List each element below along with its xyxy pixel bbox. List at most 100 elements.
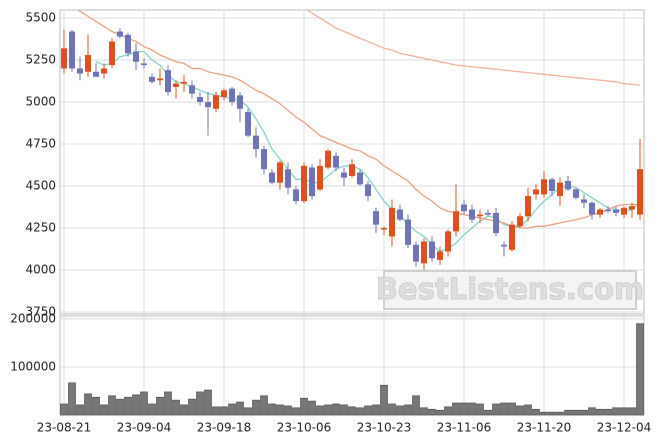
volume-bar — [268, 403, 276, 416]
y-tick-label: 4250 — [25, 221, 56, 235]
candle-body — [101, 68, 107, 74]
volume-bar — [420, 407, 428, 416]
x-tick-label: 23-11-06 — [437, 421, 491, 435]
candle-body — [581, 199, 587, 203]
volume-bar — [508, 402, 516, 416]
candle-body — [317, 165, 323, 190]
candle-body — [469, 209, 475, 220]
candle-body — [173, 83, 179, 87]
y-tick-label: 5250 — [25, 53, 56, 67]
volume-bar — [68, 382, 76, 416]
candle-body — [517, 216, 523, 227]
candle-body — [301, 165, 307, 202]
candle-body — [197, 97, 203, 103]
volume-bar — [564, 409, 572, 416]
volume-bar — [196, 391, 204, 416]
candle-body — [477, 214, 483, 217]
volume-bar — [252, 399, 260, 416]
volume-bar — [628, 407, 636, 416]
candle-body — [85, 55, 91, 72]
candle-body — [189, 85, 195, 94]
volume-bar — [548, 411, 556, 416]
volume-bar — [300, 397, 308, 416]
volume-bar — [204, 389, 212, 416]
candle-body — [613, 209, 619, 213]
candle-body — [501, 244, 507, 247]
candle-body — [357, 172, 363, 185]
moving-average — [305, 10, 641, 86]
volume-bar — [348, 406, 356, 416]
volume-bar — [404, 404, 412, 416]
volume-bar — [332, 403, 340, 416]
volume-bar — [412, 395, 420, 416]
volume-bar — [212, 406, 220, 416]
volume-bar — [596, 408, 604, 416]
volume-bar — [524, 404, 532, 416]
marks — [60, 28, 644, 416]
volume-bar — [188, 398, 196, 416]
volume-bar — [236, 401, 244, 416]
candle-body — [341, 172, 347, 178]
candle-body — [397, 209, 403, 220]
candle-body — [133, 51, 139, 62]
x-tick-label: 23-08-21 — [37, 421, 91, 435]
candle-body — [549, 179, 555, 192]
candle-body — [221, 90, 227, 98]
candle-body — [237, 95, 243, 109]
volume-bar — [636, 323, 644, 416]
volume-bar — [444, 406, 452, 416]
ma-lines — [76, 10, 641, 253]
candle-body — [621, 207, 627, 215]
volume-bar — [604, 408, 612, 416]
volume-bar — [500, 402, 508, 416]
candle-body — [525, 196, 531, 217]
y-tick-label: 4500 — [25, 179, 56, 193]
candle-body — [437, 251, 443, 260]
candle-body — [405, 219, 411, 245]
candle-body — [461, 204, 467, 212]
moving-average — [76, 10, 640, 229]
candle-body — [293, 189, 299, 202]
volume-bar — [316, 405, 324, 416]
volume-bar — [100, 404, 108, 416]
volume-bar — [556, 411, 564, 416]
candle-body — [565, 180, 571, 190]
candle-body — [637, 169, 643, 215]
volume-bar — [220, 406, 228, 416]
candle-body — [629, 206, 635, 210]
volume-bar — [428, 408, 436, 416]
volume-bar — [484, 409, 492, 416]
volume-bar — [380, 384, 388, 416]
y-tick-label: 100000 — [10, 359, 56, 373]
x-tick-label: 23-10-06 — [277, 421, 331, 435]
volume-bar — [516, 405, 524, 416]
volume-bar — [260, 395, 268, 416]
volume-bar — [540, 411, 548, 416]
candle-body — [165, 70, 171, 92]
volume-bar — [148, 403, 156, 416]
x-tick-label: 23-12-04 — [597, 421, 651, 435]
y-tick-label: 3750 — [25, 304, 56, 318]
candle-body — [157, 78, 163, 81]
y-tick-label: 5500 — [25, 11, 56, 25]
candle-body — [325, 150, 331, 168]
volume-bar — [172, 399, 180, 416]
volume-bar — [372, 404, 380, 416]
candle-body — [573, 189, 579, 198]
candle-body — [381, 228, 387, 230]
candle-body — [485, 212, 491, 215]
watermark-text: BestListens.com — [376, 272, 644, 306]
volume-bar — [308, 400, 316, 416]
candle-body — [229, 88, 235, 103]
candle-body — [429, 241, 435, 259]
volume-bar — [76, 404, 84, 416]
volume-bar — [108, 395, 116, 416]
candle-body — [413, 244, 419, 262]
candle-body — [597, 209, 603, 215]
candle-body — [333, 155, 339, 168]
y-tick-label: 200000 — [10, 311, 56, 325]
volume-bar — [244, 407, 252, 416]
candle-body — [509, 224, 515, 250]
candle-body — [541, 179, 547, 195]
